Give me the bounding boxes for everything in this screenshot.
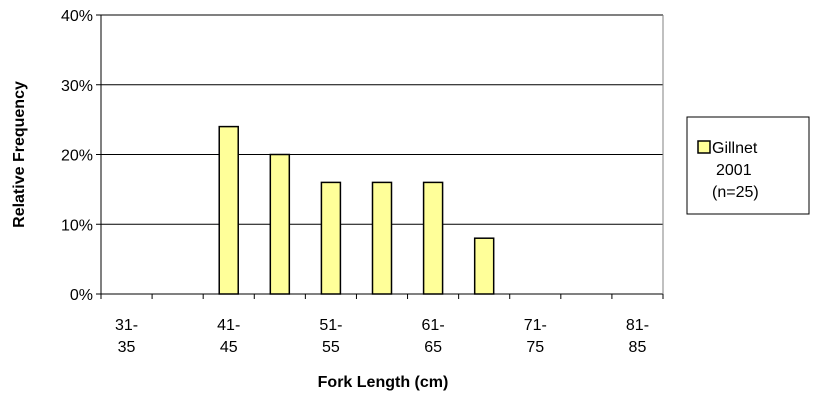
gridlines [101, 14, 663, 225]
x-tick-label: 81- [626, 317, 649, 334]
y-tick-label: 10% [61, 217, 93, 234]
legend-label: (n=25) [712, 184, 759, 201]
x-tick-label: 45 [220, 339, 238, 356]
y-axis-title: Relative Frequency [11, 81, 28, 228]
legend-swatch [697, 140, 711, 154]
x-axis-title: Fork Length (cm) [318, 374, 449, 391]
bar-66-70 [473, 237, 495, 295]
x-tick-label: 61- [422, 317, 445, 334]
y-tick-label: 40% [61, 8, 93, 25]
bar-61-65 [422, 181, 444, 295]
x-tick-label: 65 [424, 339, 442, 356]
bar-41-45 [218, 125, 239, 295]
legend: Gillnet 2001 (n=25) [686, 116, 810, 215]
y-tick-label: 20% [61, 148, 93, 165]
legend-box [686, 116, 810, 215]
x-tick-label: 41- [217, 317, 240, 334]
y-tick-label: 30% [61, 78, 93, 95]
x-tick-label: 85 [629, 339, 647, 356]
legend-label: 2001 [716, 162, 752, 179]
x-tick-label: 55 [322, 339, 340, 356]
x-tick-label: 75 [526, 339, 544, 356]
x-tick-label: 51- [319, 317, 342, 334]
y-tick-label: 0% [70, 287, 93, 304]
bars [218, 125, 495, 295]
legend-label: Gillnet [712, 140, 758, 157]
labels: 0% 10% 20% 30% 40% 31- 35 41- 45 51- 55 61- 65 71- 75 8… [11, 8, 649, 391]
x-tick-label: 31- [115, 317, 138, 334]
x-tick-label: 71- [524, 317, 547, 334]
bar-56-60 [371, 181, 393, 295]
bar-51-55 [320, 181, 342, 295]
x-tick-label: 35 [118, 339, 136, 356]
bar-46-50 [269, 153, 291, 295]
